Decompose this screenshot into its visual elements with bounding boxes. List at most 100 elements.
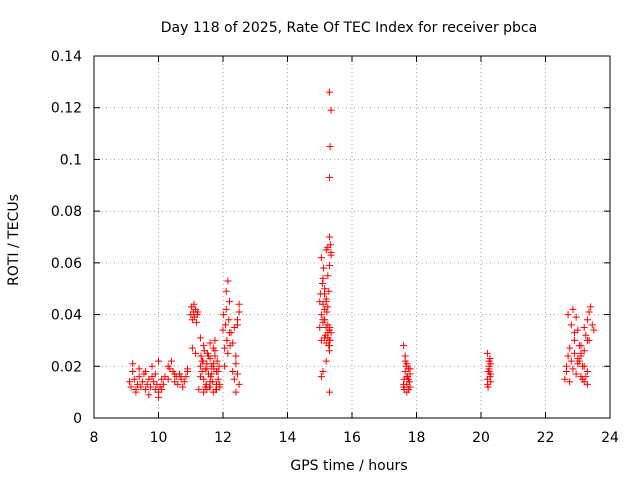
data-point: [321, 334, 329, 342]
data-point: [151, 370, 159, 378]
data-point: [564, 311, 572, 319]
data-point: [232, 360, 240, 368]
data-point-overflow: [590, 326, 598, 334]
data-point: [566, 378, 574, 386]
y-tick-label: 0.02: [51, 359, 82, 375]
data-point: [317, 311, 325, 319]
data-point: [400, 342, 408, 350]
data-point: [213, 357, 221, 365]
data-point: [325, 388, 333, 396]
data-point: [580, 362, 588, 370]
data-point: [326, 143, 334, 150]
data-point: [146, 383, 154, 391]
data-point: [135, 373, 143, 381]
data-point: [196, 334, 204, 342]
data-point: [572, 313, 580, 321]
data-point: [214, 375, 222, 383]
data-point: [229, 367, 237, 375]
data-point: [148, 362, 156, 370]
data-point-overflow: [588, 321, 596, 329]
data-point: [322, 357, 330, 365]
y-tick-label: 0.06: [51, 256, 82, 272]
data-point: [569, 365, 577, 373]
data-point: [322, 298, 330, 306]
data-point: [221, 344, 229, 352]
data-point: [229, 339, 237, 347]
data-point: [234, 321, 242, 329]
data-point: [230, 375, 238, 383]
data-point: [235, 380, 243, 388]
data-point: [572, 370, 580, 378]
data-point: [562, 367, 570, 375]
data-point: [171, 370, 179, 378]
plot-frame: [93, 55, 611, 419]
data-point: [138, 378, 146, 386]
data-point: [196, 362, 204, 370]
x-axis-label: GPS time / hours: [290, 458, 407, 474]
y-tick-label: 0.12: [51, 101, 82, 117]
data-point: [203, 365, 211, 373]
y-tick-label: 0.14: [51, 49, 82, 65]
data-point: [406, 383, 414, 391]
data-point: [164, 362, 172, 370]
data-point: [222, 287, 230, 295]
data-point: [319, 367, 327, 375]
x-tick-label: 22: [537, 430, 555, 446]
data-point: [220, 311, 228, 319]
data-point: [321, 290, 329, 298]
data-point: [577, 342, 585, 350]
data-point: [188, 344, 196, 352]
data-point: [582, 331, 590, 339]
data-point: [200, 342, 208, 350]
data-point: [132, 388, 140, 396]
data-point: [580, 347, 588, 355]
data-point: [564, 352, 572, 360]
data-point: [127, 383, 135, 391]
data-point: [206, 383, 214, 391]
data-point: [406, 365, 414, 373]
data-point: [567, 321, 575, 329]
y-tick-label: 0.1: [60, 152, 82, 168]
data-point: [317, 254, 325, 262]
data-point: [571, 349, 579, 357]
chart-title: Day 118 of 2025, Rate Of TEC Index for r…: [161, 20, 537, 36]
data-point: [582, 373, 590, 381]
data-point: [324, 329, 332, 337]
data-point: [325, 233, 333, 241]
data-point: [159, 380, 167, 388]
data-point: [326, 324, 334, 331]
data-point: [325, 261, 333, 269]
data-points: [125, 88, 598, 401]
data-point: [221, 362, 229, 370]
data-point: [325, 88, 333, 96]
data-point: [211, 336, 219, 344]
data-point: [145, 391, 153, 399]
x-tick-labels: 8 10 12 14 16 18 20 22 24: [90, 430, 619, 446]
data-point: [180, 378, 188, 386]
data-point: [401, 357, 409, 365]
data-point: [192, 349, 200, 357]
grid-lines: [94, 56, 610, 418]
data-point: [208, 370, 216, 378]
data-point: [195, 386, 203, 394]
data-point: [318, 280, 326, 288]
data-point: [184, 365, 192, 373]
data-point: [486, 355, 494, 363]
data-point: [142, 386, 150, 394]
data-point: [164, 375, 172, 383]
data-point: [167, 357, 175, 365]
data-point: [587, 303, 595, 311]
x-tick-label: 20: [472, 430, 490, 446]
data-point: [142, 367, 150, 375]
data-point: [224, 349, 232, 357]
x-tick-label: 12: [214, 430, 232, 446]
data-point: [566, 344, 574, 352]
data-point: [324, 303, 332, 311]
y-tick-label: 0.04: [51, 308, 82, 324]
data-point: [158, 386, 166, 394]
data-point: [214, 367, 222, 375]
x-tick-label: 14: [279, 430, 297, 446]
data-point: [222, 305, 230, 313]
data-point: [484, 383, 492, 391]
x-tick-label: 16: [343, 430, 361, 446]
